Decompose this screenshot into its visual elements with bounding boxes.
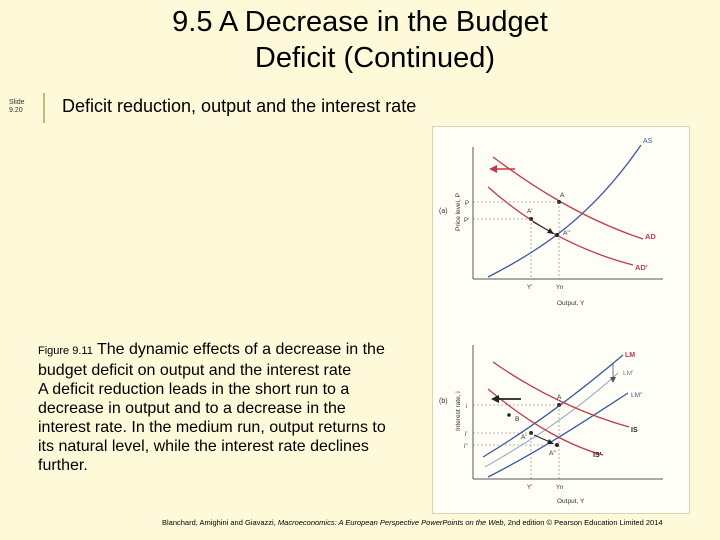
point-a-prime-label: A': [527, 208, 533, 215]
footer-edition: , 2nd edition © Pearson Education Limite…: [503, 518, 663, 527]
panel-b-path-arrow: [533, 434, 551, 443]
lm-prime-curve: [484, 372, 619, 468]
point-a-double-prime: [555, 233, 559, 237]
is-prime-curve: [487, 388, 604, 456]
figure-9-11: (a) Price level, P Output, Y AS AD AD' A…: [432, 126, 690, 514]
point-a-b-label: A: [557, 394, 562, 401]
citation-footer: Blanchard, Amighini and Giavazzi, Macroe…: [162, 518, 718, 528]
panel-b-y-axis-label: Interest rate, i: [455, 391, 462, 431]
figure-title: The dynamic effects of a decrease in the…: [38, 341, 385, 379]
figure-description: A deficit reduction leads in the short r…: [38, 381, 386, 474]
panel-a-y-axis-label: Price level, P: [455, 193, 462, 231]
is-shift-arrowhead: [491, 395, 499, 403]
is-curve: [492, 361, 630, 428]
slide-divider: [43, 93, 45, 123]
panel-a-label: (a): [439, 208, 448, 215]
lm-curve: [482, 354, 624, 458]
slide-number: 9.20: [9, 107, 23, 114]
ad-shift-arrowhead: [489, 165, 497, 173]
slide-subtitle: Deficit reduction, output and the intere…: [62, 96, 417, 116]
point-a-prime-b-label: A': [521, 434, 527, 441]
lm-double-prime-curve-label: LM'': [631, 392, 643, 399]
panel-b: (b) Interest rate, i Output, Y LM LM' LM…: [439, 345, 663, 505]
tick-p-prime: P': [464, 218, 469, 224]
tick-y-prime: Y': [527, 285, 532, 291]
slide-label: Slide: [9, 99, 25, 106]
point-b: [507, 413, 511, 417]
slide-number-block: Slide 9.20: [9, 99, 25, 115]
point-a-double-prime-label: A'': [563, 230, 570, 237]
lm-prime-curve-label: LM': [623, 370, 633, 377]
tick-p: P: [465, 201, 469, 207]
point-a-double-prime-b: [555, 443, 559, 447]
point-a-label: A: [560, 192, 565, 199]
panel-a-path-arrow: [532, 221, 552, 233]
tick-y-n-b: Yn: [556, 485, 563, 491]
figure-svg: (a) Price level, P Output, Y AS AD AD' A…: [439, 138, 663, 505]
point-a-double-prime-b-label: A'': [549, 450, 556, 457]
panel-b-label: (b): [439, 398, 448, 405]
figure-label: Figure 9.11: [38, 345, 93, 357]
tick-y-n: Yn: [556, 285, 563, 291]
is-curve-label: IS: [631, 427, 638, 434]
panel-a: (a) Price level, P Output, Y AS AD AD' A…: [439, 138, 663, 307]
ad-curve-label: AD: [645, 232, 656, 241]
title-line-1: 9.5 A Decrease in the Budget: [172, 6, 548, 38]
ad-prime-curve-label: AD': [635, 263, 648, 272]
lm-curve-label: LM: [625, 352, 635, 359]
lm-double-prime-curve: [487, 392, 629, 478]
tick-y-prime-b: Y': [527, 485, 532, 491]
footer-book: Macroeconomics: A European Perspective P…: [277, 518, 504, 527]
figure-caption: Figure 9.11 The dynamic effects of a dec…: [38, 340, 398, 475]
as-curve-label: AS: [643, 138, 653, 145]
is-prime-curve-label: IS': [593, 452, 602, 459]
panel-a-x-axis-label: Output, Y: [557, 300, 585, 307]
panel-b-x-axis-label: Output, Y: [557, 498, 585, 505]
tick-i-double-prime: i'': [464, 444, 468, 450]
lm-shift-arrowhead: [610, 377, 616, 383]
slide-title: 9.5 A Decrease in the Budget Deficit (Co…: [0, 4, 720, 76]
footer-authors: Blanchard, Amighini and Giavazzi,: [162, 518, 278, 527]
point-b-label: B: [515, 416, 519, 423]
title-line-2: Deficit (Continued): [254, 42, 496, 74]
panel-a-path-arrowhead: [547, 228, 554, 234]
as-curve: [487, 144, 642, 278]
panel-b-path-arrowhead: [547, 439, 554, 444]
tick-i-prime: i': [465, 432, 467, 438]
tick-i: i: [466, 404, 467, 410]
